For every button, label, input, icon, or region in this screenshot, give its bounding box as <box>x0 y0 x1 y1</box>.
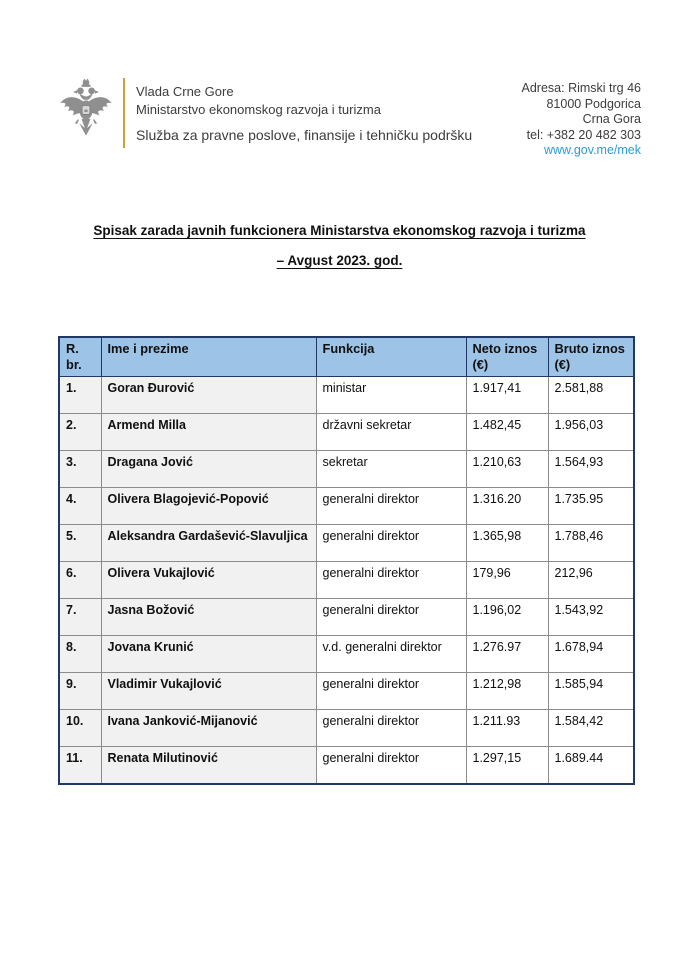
table-header-row: R. br. Ime i prezime Funkcija Neto iznos… <box>58 336 635 377</box>
table-row: 3. Dragana Jović sekretar 1.210,63 1.564… <box>58 450 635 488</box>
table-row: 6. Olivera Vukajlović generalni direktor… <box>58 561 635 599</box>
table-row: 8. Jovana Krunić v.d. generalni direktor… <box>58 635 635 673</box>
cell-neto: 1.365,98 <box>465 524 549 562</box>
cell-name: Dragana Jović <box>100 450 317 488</box>
cell-name: Jasna Božović <box>100 598 317 636</box>
address-country: Crna Gora <box>582 112 641 126</box>
cell-neto: 1.917,41 <box>465 376 549 414</box>
cell-bruto: 212,96 <box>547 561 635 599</box>
cell-bruto: 1.735.95 <box>547 487 635 525</box>
cell-name: Armend Milla <box>100 413 317 451</box>
col-header-rb: R. br. <box>58 336 102 377</box>
cell-role: generalni direktor <box>315 487 467 525</box>
letterhead: Vlada Crne Gore Ministarstvo ekonomskog … <box>57 78 641 159</box>
cell-bruto: 2.581,88 <box>547 376 635 414</box>
title-line-1: Spisak zarada javnih funkcionera Minista… <box>93 223 586 238</box>
website-link[interactable]: www.gov.me/mek <box>543 143 641 157</box>
organization-block: Vlada Crne Gore Ministarstvo ekonomskog … <box>136 78 472 143</box>
document-title: Spisak zarada javnih funkcionera Minista… <box>0 223 679 268</box>
org-ministry: Ministarstvo ekonomskog razvoja i turizm… <box>136 102 381 117</box>
cell-bruto: 1.585,94 <box>547 672 635 710</box>
cell-rb: 10. <box>58 709 102 747</box>
col-header-bruto: Bruto iznos (€) <box>547 336 635 377</box>
cell-name: Renata Milutinović <box>100 746 317 785</box>
org-department: Služba za pravne poslove, finansije i te… <box>136 127 473 143</box>
cell-neto: 179,96 <box>465 561 549 599</box>
cell-role: generalni direktor <box>315 672 467 710</box>
cell-neto: 1.316.20 <box>465 487 549 525</box>
table-row: 10. Ivana Janković-Mijanović generalni d… <box>58 709 635 747</box>
cell-name: Olivera Vukajlović <box>100 561 317 599</box>
cell-bruto: 1.956,03 <box>547 413 635 451</box>
cell-rb: 1. <box>58 376 102 414</box>
cell-neto: 1.211.93 <box>465 709 549 747</box>
cell-rb: 8. <box>58 635 102 673</box>
cell-rb: 5. <box>58 524 102 562</box>
table-row: 7. Jasna Božović generalni direktor 1.19… <box>58 598 635 636</box>
col-header-role: Funkcija <box>315 336 467 377</box>
address-street: Adresa: Rimski trg 46 <box>521 81 641 95</box>
address-block: Adresa: Rimski trg 46 81000 Podgorica Cr… <box>522 78 641 159</box>
cell-rb: 7. <box>58 598 102 636</box>
montenegro-eagle-icon <box>58 77 114 150</box>
table-row: 9. Vladimir Vukajlović generalni direkto… <box>58 672 635 710</box>
cell-rb: 2. <box>58 413 102 451</box>
cell-neto: 1.297,15 <box>465 746 549 785</box>
cell-bruto: 1.584,42 <box>547 709 635 747</box>
cell-name: Aleksandra Gardašević-Slavuljica <box>100 524 317 562</box>
cell-neto: 1.210,63 <box>465 450 549 488</box>
cell-neto: 1.212,98 <box>465 672 549 710</box>
salary-table: R. br. Ime i prezime Funkcija Neto iznos… <box>58 336 635 785</box>
cell-rb: 9. <box>58 672 102 710</box>
cell-role: generalni direktor <box>315 709 467 747</box>
cell-name: Ivana Janković-Mijanović <box>100 709 317 747</box>
col-header-neto: Neto iznos (€) <box>465 336 549 377</box>
cell-bruto: 1.788,46 <box>547 524 635 562</box>
cell-bruto: 1.543,92 <box>547 598 635 636</box>
table-row: 5. Aleksandra Gardašević-Slavuljica gene… <box>58 524 635 562</box>
address-city: 81000 Podgorica <box>546 96 641 111</box>
cell-role: ministar <box>315 376 467 414</box>
cell-name: Olivera Blagojević-Popović <box>100 487 317 525</box>
address-phone: tel: +382 20 482 303 <box>526 127 641 142</box>
gold-divider <box>123 78 125 148</box>
table-row: 2. Armend Milla državni sekretar 1.482,4… <box>58 413 635 451</box>
cell-name: Goran Đurović <box>100 376 317 414</box>
cell-rb: 11. <box>58 746 102 785</box>
cell-neto: 1.276.97 <box>465 635 549 673</box>
cell-role: državni sekretar <box>315 413 467 451</box>
cell-neto: 1.196,02 <box>465 598 549 636</box>
cell-rb: 3. <box>58 450 102 488</box>
cell-name: Vladimir Vukajlović <box>100 672 317 710</box>
cell-bruto: 1.689.44 <box>547 746 635 785</box>
cell-role: generalni direktor <box>315 746 467 785</box>
cell-role: generalni direktor <box>315 598 467 636</box>
cell-bruto: 1.564,93 <box>547 450 635 488</box>
table-row: 1. Goran Đurović ministar 1.917,41 2.581… <box>58 376 635 414</box>
cell-rb: 6. <box>58 561 102 599</box>
cell-rb: 4. <box>58 487 102 525</box>
cell-role: generalni direktor <box>315 524 467 562</box>
cell-neto: 1.482,45 <box>465 413 549 451</box>
cell-role: sekretar <box>315 450 467 488</box>
coat-of-arms-logo <box>57 78 115 148</box>
cell-bruto: 1.678,94 <box>547 635 635 673</box>
org-government: Vlada Crne Gore <box>136 84 234 99</box>
col-header-name: Ime i prezime <box>100 336 317 377</box>
table-row: 11. Renata Milutinović generalni direkto… <box>58 746 635 785</box>
cell-role: v.d. generalni direktor <box>315 635 467 673</box>
cell-name: Jovana Krunić <box>100 635 317 673</box>
cell-role: generalni direktor <box>315 561 467 599</box>
title-line-2: – Avgust 2023. god. <box>276 253 403 268</box>
table-row: 4. Olivera Blagojević-Popović generalni … <box>58 487 635 525</box>
